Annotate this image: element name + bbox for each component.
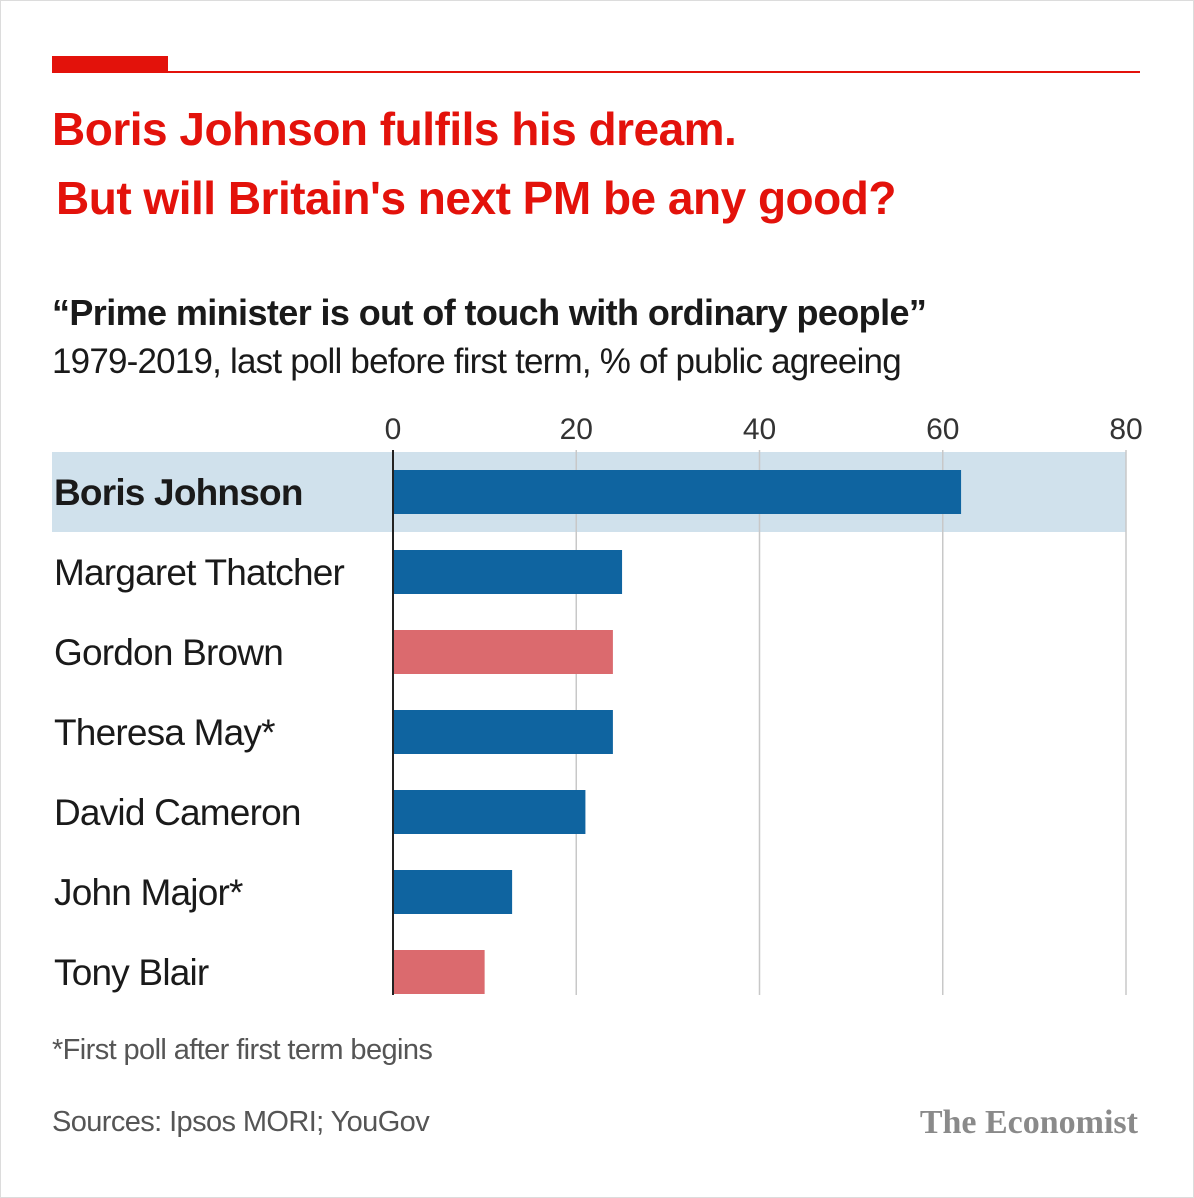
x-tick-label: 0 <box>385 413 402 446</box>
accent-block <box>52 56 168 72</box>
x-tick-label: 40 <box>743 413 776 446</box>
category-label: Theresa May* <box>54 712 275 753</box>
category-label: Gordon Brown <box>54 632 283 673</box>
headline-line-2: But will Britain's next PM be any good? <box>56 172 896 224</box>
x-tick-label: 60 <box>926 413 959 446</box>
sources-note: Sources: Ipsos MORI; YouGov <box>52 1106 430 1138</box>
bar <box>393 470 962 514</box>
bar <box>393 870 513 914</box>
category-label: Tony Blair <box>54 952 209 993</box>
bar <box>393 790 586 834</box>
chart-description: 1979-2019, last poll before first term, … <box>52 342 902 381</box>
x-tick-label: 20 <box>560 413 593 446</box>
footnote: *First poll after first term begins <box>52 1034 433 1066</box>
category-label: John Major* <box>54 872 243 913</box>
bar <box>393 950 485 994</box>
category-label: David Cameron <box>54 792 301 833</box>
economist-logo: The Economist <box>919 1104 1138 1141</box>
bar <box>393 710 613 754</box>
bar <box>393 630 613 674</box>
accent-rule <box>52 71 1140 73</box>
x-tick-label: 80 <box>1109 413 1142 446</box>
chart-subtitle: “Prime minister is out of touch with ord… <box>52 292 927 333</box>
headline-line-1: Boris Johnson fulfils his dream. <box>52 103 737 155</box>
category-label: Boris Johnson <box>54 472 303 513</box>
bar <box>393 550 623 594</box>
category-label: Margaret Thatcher <box>54 552 345 593</box>
